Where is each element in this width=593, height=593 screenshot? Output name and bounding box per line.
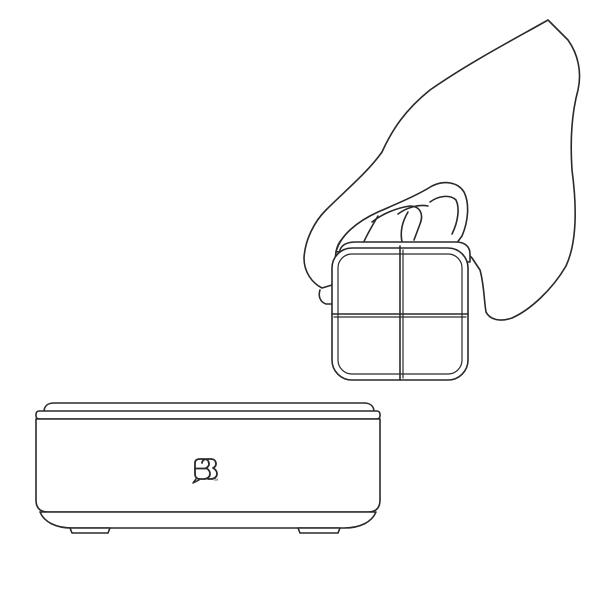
hub-top-band — [35, 410, 381, 420]
hub-logo-trademark: TM — [212, 478, 218, 482]
finger-crease-1 — [371, 205, 423, 241]
hub-lid — [43, 402, 375, 413]
remote — [331, 241, 471, 381]
hand — [303, 19, 581, 321]
hub-foot-left — [69, 527, 111, 534]
hub: TM — [35, 402, 381, 534]
finger-crease-3 — [400, 211, 409, 243]
hub-logo-icon — [192, 458, 218, 484]
finger-crease-4 — [429, 195, 459, 235]
finger-crease-2 — [397, 204, 429, 215]
hub-foot-right — [297, 527, 341, 534]
hub-base — [39, 511, 377, 529]
hand-thumb — [318, 289, 335, 305]
